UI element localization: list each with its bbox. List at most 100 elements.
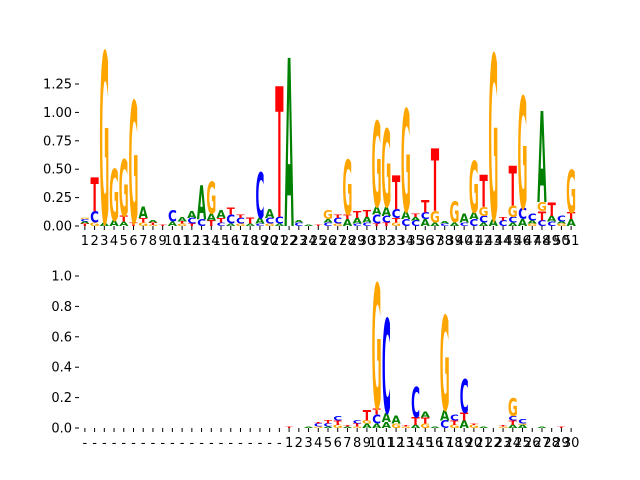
logo-letter-G: G	[518, 423, 528, 425]
x-tick-label: 51	[563, 234, 580, 249]
x-tick-label: 21	[271, 234, 288, 249]
logo-letter-A: A	[382, 411, 392, 425]
logo-letter-A: A	[372, 204, 381, 217]
logo-letter-T: T	[499, 425, 507, 427]
logo-letter-T: T	[373, 224, 381, 228]
logo-letter-T: T	[421, 416, 430, 426]
x-tick-label: 3	[304, 436, 312, 451]
logo-letter-A: A	[119, 221, 129, 228]
x-tick-label: 23	[291, 234, 308, 249]
x-tick-label: 49	[543, 234, 560, 249]
logo-letter-T: T	[373, 407, 382, 417]
x-tick-label: 12	[388, 436, 405, 451]
logo-letter-A: A	[148, 220, 158, 224]
logo-letter-A: A	[459, 211, 469, 225]
logo-letter-A: A	[391, 414, 401, 426]
x-tick-label: 11	[174, 234, 191, 249]
logo-letter-T: T	[285, 426, 293, 428]
logo-letter-A: A	[469, 211, 479, 222]
x-tick-label: -	[160, 436, 165, 451]
logo-letter-T: T	[460, 411, 469, 423]
logo-letter-C: C	[401, 217, 410, 228]
logo-letter-G: G	[236, 224, 246, 228]
x-tick-label: 48	[534, 234, 551, 249]
x-tick-label: 35	[407, 234, 424, 249]
logo-letter-T: T	[353, 209, 362, 220]
logo-letter-G: G	[391, 222, 401, 228]
logo-letter-A: A	[450, 222, 461, 228]
logo-letter-A: A	[168, 221, 178, 228]
x-tick-label: 22	[485, 436, 502, 451]
logo-letter-A: A	[323, 219, 334, 225]
logo-letter-A: A	[508, 425, 517, 430]
x-tick-label: -	[189, 436, 194, 451]
logo-letter-G: G	[537, 200, 547, 214]
logo-letter-T: T	[402, 425, 410, 427]
logo-letter-G: G	[333, 224, 343, 228]
x-tick-label: 21	[475, 436, 492, 451]
logo-letter-C: C	[518, 206, 527, 224]
logo-letter-G: G	[518, 65, 528, 244]
logo-letter-T: T	[246, 218, 254, 226]
logo-letter-A: A	[430, 222, 441, 228]
x-tick-label: 24	[505, 436, 522, 451]
x-tick-label: 30	[359, 234, 376, 249]
x-tick-label: 3	[100, 234, 108, 249]
logo-letter-A: A	[382, 205, 392, 219]
logo-letter-G: G	[313, 426, 323, 428]
logo-letter-C: C	[460, 222, 469, 228]
x-tick-label: 15	[417, 436, 434, 451]
logo-letter-G: G	[566, 158, 576, 227]
logo-letter-A: A	[528, 220, 539, 226]
logo-letter-A: A	[479, 426, 489, 428]
x-tick-label: 9	[363, 436, 371, 451]
logo-letter-C: C	[392, 207, 401, 221]
logo-letter-C: C	[508, 216, 517, 224]
logo-letter-A: A	[401, 209, 410, 222]
x-tick-label: 25	[310, 234, 327, 249]
logo-letter-A: A	[508, 222, 519, 228]
logo-letter-G: G	[148, 225, 158, 227]
x-tick-label: 2	[90, 234, 98, 249]
logo-letter-A: A	[197, 177, 207, 232]
x-tick-label: -	[180, 436, 185, 451]
logo-letter-C: C	[236, 218, 245, 226]
logo-letter-G: G	[401, 83, 411, 245]
logo-letter-T: T	[411, 213, 420, 219]
x-tick-label: 19	[456, 436, 473, 451]
x-tick-label: 28	[339, 234, 356, 249]
logo-letter-A: A	[343, 426, 353, 428]
x-tick-label: 27	[329, 234, 346, 249]
logo-letter-A: A	[547, 215, 557, 223]
x-tick-label: 20	[466, 436, 483, 451]
logo-letter-C: C	[518, 418, 527, 425]
logo-letter-A: A	[382, 421, 391, 431]
x-tick-label: -	[102, 436, 107, 451]
x-tick-label: 18	[242, 234, 259, 249]
logo-letter-C: C	[265, 218, 274, 226]
logo-letter-A: A	[216, 208, 225, 221]
x-tick-label: 7	[139, 234, 147, 249]
logo-letter-G: G	[488, 9, 498, 273]
logo-letter-T: T	[363, 208, 372, 219]
x-tick-label: -	[92, 436, 97, 451]
logo-letter-C: C	[528, 212, 537, 223]
logo-letter-G: G	[206, 173, 216, 225]
x-tick-label: 2	[295, 436, 303, 451]
y-tick-label: 0.25	[43, 191, 72, 206]
x-tick-label: -	[199, 436, 204, 451]
x-tick-label: -	[267, 436, 272, 451]
y-tick-label: 0.6	[51, 330, 72, 345]
logo-letter-C: C	[294, 222, 303, 228]
x-tick-label: 28	[543, 436, 560, 451]
x-tick-label: 5	[120, 234, 128, 249]
logo-letter-A: A	[226, 224, 236, 228]
logo-letter-C: C	[382, 214, 391, 225]
x-tick-label: -	[112, 436, 117, 451]
x-tick-label: 6	[129, 234, 137, 249]
logo-letter-T: T	[227, 206, 236, 217]
x-tick-label: -	[170, 436, 175, 451]
x-tick-label: 44	[495, 234, 512, 249]
logo-letter-C: C	[499, 220, 508, 228]
x-tick-label: 10	[368, 436, 385, 451]
